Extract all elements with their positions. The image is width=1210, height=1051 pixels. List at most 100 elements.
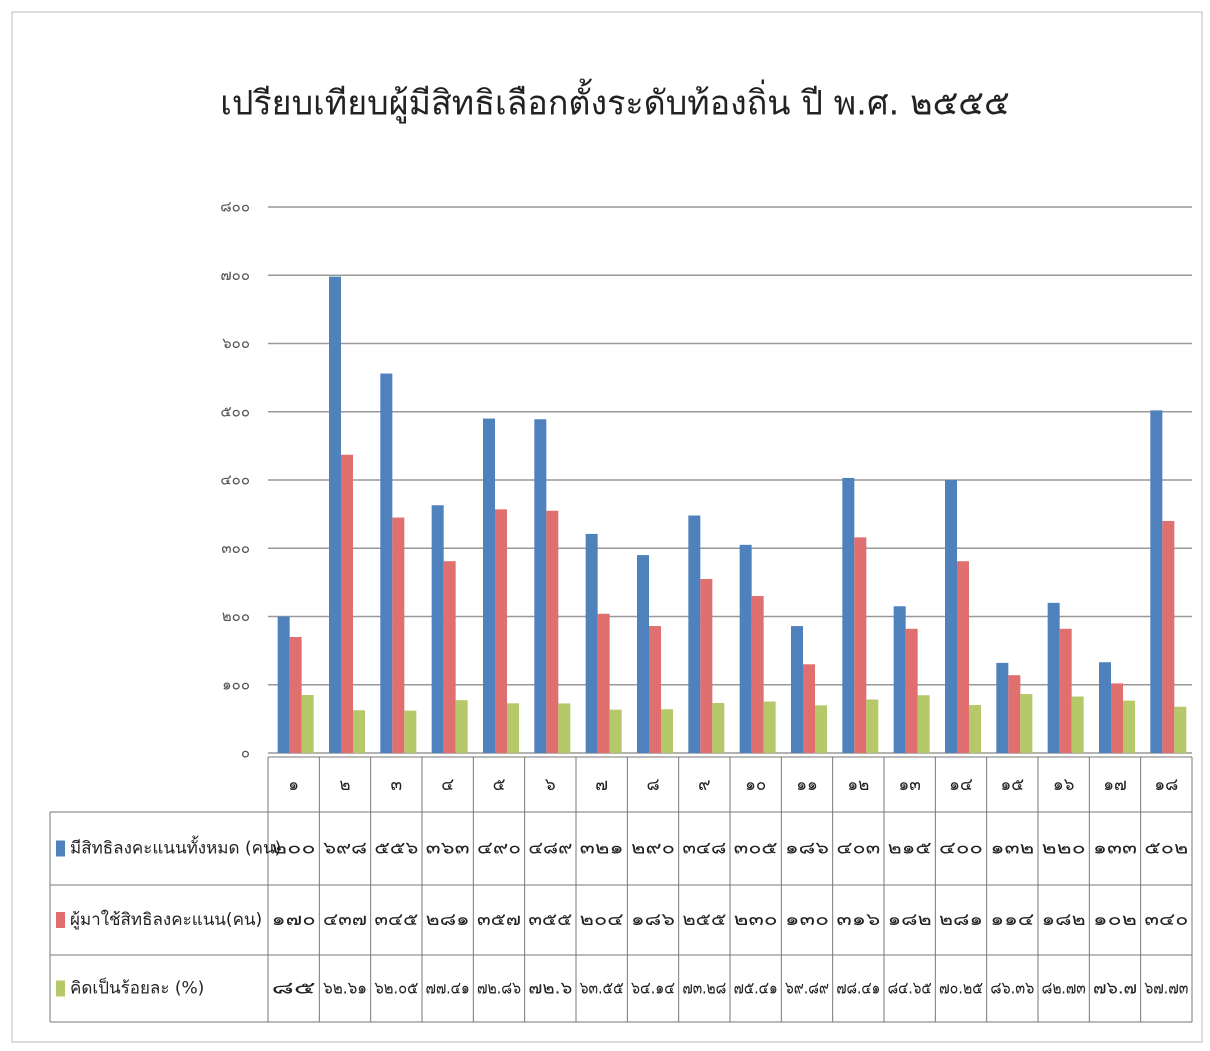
bar bbox=[329, 276, 341, 753]
bar bbox=[866, 699, 879, 753]
table-cell: ๑๑๔ bbox=[990, 910, 1034, 930]
bar bbox=[1123, 700, 1135, 753]
bar bbox=[763, 701, 776, 753]
table-cell: ๕๕๖ bbox=[374, 839, 418, 859]
y-tick-label: ๒๐๐ bbox=[222, 607, 250, 625]
bar bbox=[791, 626, 803, 753]
table-cell: ๔๓๗ bbox=[323, 910, 367, 930]
table-cell: ๓๔๕ bbox=[374, 910, 418, 930]
table-cell: ๒๘๑ bbox=[426, 910, 470, 930]
table-cell: ๗๖.๗ bbox=[1093, 979, 1137, 999]
bar bbox=[945, 480, 957, 753]
table-cell: ๘๕ bbox=[272, 979, 316, 999]
bar bbox=[341, 454, 353, 753]
table-cell: ๒๕๕ bbox=[682, 910, 726, 930]
x-tick-label: ๙ bbox=[698, 775, 710, 795]
table-cell: ๒๒๐ bbox=[1042, 839, 1086, 859]
x-tick-label: ๑๕ bbox=[1000, 775, 1024, 795]
table-cell: ๑๘๒ bbox=[1042, 910, 1086, 930]
bar bbox=[289, 636, 302, 753]
x-tick-label: ๕ bbox=[493, 775, 506, 795]
bar bbox=[803, 664, 815, 753]
bar bbox=[353, 710, 365, 753]
table-cell: ๑๘๒ bbox=[888, 910, 932, 930]
bar bbox=[842, 477, 855, 753]
table-cell: ๑๗๐ bbox=[272, 910, 316, 930]
bar bbox=[739, 544, 752, 753]
y-tick-label: ๓๐๐ bbox=[221, 539, 250, 557]
bar bbox=[712, 702, 725, 753]
bar bbox=[854, 537, 867, 753]
bar bbox=[380, 373, 393, 753]
table-cell: ๘๖.๓๖ bbox=[990, 979, 1034, 999]
bar bbox=[649, 626, 661, 753]
bar bbox=[1020, 694, 1033, 753]
x-tick-label: ๑๔ bbox=[949, 775, 973, 795]
x-tick-label: ๑๘ bbox=[1154, 775, 1178, 795]
table-cell: ๖๙๘ bbox=[323, 839, 367, 859]
frame bbox=[11, 11, 1203, 1043]
bar bbox=[917, 695, 930, 753]
table-cell: ๖๓.๕๕ bbox=[580, 979, 624, 999]
x-tick-label: ๘ bbox=[646, 775, 659, 795]
x-tick-label: ๗ bbox=[595, 775, 608, 795]
bar bbox=[1150, 410, 1163, 753]
bar bbox=[1174, 706, 1187, 753]
table-cell: ๗๓.๒๘ bbox=[682, 979, 726, 999]
bar bbox=[688, 515, 701, 753]
bar bbox=[507, 703, 519, 753]
x-tick-label: ๑๐ bbox=[745, 775, 766, 795]
table-cell: ๔๐๐ bbox=[939, 839, 983, 859]
bar bbox=[1008, 675, 1021, 753]
bar bbox=[751, 596, 764, 753]
table-cell: ๔๘๙ bbox=[528, 839, 572, 859]
y-tick-label: ๖๐๐ bbox=[222, 334, 250, 352]
y-tick-label: ๘๐๐ bbox=[220, 198, 250, 216]
table-cell: ๖๒.๐๕ bbox=[374, 979, 418, 999]
legend-swatch bbox=[56, 840, 65, 857]
bar bbox=[546, 510, 559, 753]
table-cell: ๓๑๖ bbox=[836, 910, 880, 930]
bar bbox=[996, 662, 1009, 753]
x-tick-label: ๑๑ bbox=[796, 775, 818, 795]
table-cell: ๓๐๕ bbox=[734, 839, 778, 859]
bar bbox=[893, 606, 906, 753]
x-tick-label: ๑๒ bbox=[847, 775, 869, 795]
bar bbox=[609, 709, 622, 753]
table-cell: ๓๖๓ bbox=[426, 839, 470, 859]
legend-swatch bbox=[56, 912, 65, 928]
bar bbox=[700, 578, 713, 753]
x-tick-label: ๑๓ bbox=[898, 775, 920, 795]
bar bbox=[585, 533, 598, 753]
table-cell: ๑๘๖ bbox=[785, 839, 829, 859]
x-tick-label: ๖ bbox=[545, 775, 556, 795]
x-tick-label: ๑๗ bbox=[1103, 775, 1127, 795]
legend-swatch bbox=[56, 980, 65, 997]
table-cell: ๒๘๑ bbox=[939, 910, 983, 930]
y-tick-label: ๕๐๐ bbox=[220, 402, 250, 420]
table-cell: ๓๕๗ bbox=[477, 910, 521, 930]
table-cell: ๖๙.๘๙ bbox=[785, 979, 829, 999]
bar bbox=[534, 419, 547, 753]
bar bbox=[1047, 602, 1060, 753]
bar bbox=[431, 505, 444, 753]
x-tick-label: ๑๖ bbox=[1053, 775, 1075, 795]
bar bbox=[957, 561, 969, 753]
bar bbox=[1162, 520, 1175, 753]
bar bbox=[404, 710, 417, 753]
bar bbox=[301, 694, 314, 753]
bar bbox=[1111, 683, 1123, 753]
table-cell: ๗๕.๔๑ bbox=[734, 979, 778, 999]
table-cell: ๑๐๒ bbox=[1093, 910, 1137, 930]
bar bbox=[558, 703, 571, 753]
chart-title: เปรียบเทียบผู้มีสิทธิเลือกตั้งระดับท้องถ… bbox=[220, 79, 1010, 124]
table-cell: ๘๔.๖๕ bbox=[888, 979, 932, 999]
table-cell: ๗๘.๔๑ bbox=[836, 979, 880, 999]
table-cell: ๘๒.๗๓ bbox=[1042, 979, 1086, 999]
bar bbox=[661, 709, 673, 753]
bar bbox=[483, 418, 495, 753]
table-cell: ๑๘๖ bbox=[631, 910, 675, 930]
table-cell: ๒๓๐ bbox=[734, 910, 778, 930]
y-tick-label: ๐ bbox=[241, 744, 250, 762]
